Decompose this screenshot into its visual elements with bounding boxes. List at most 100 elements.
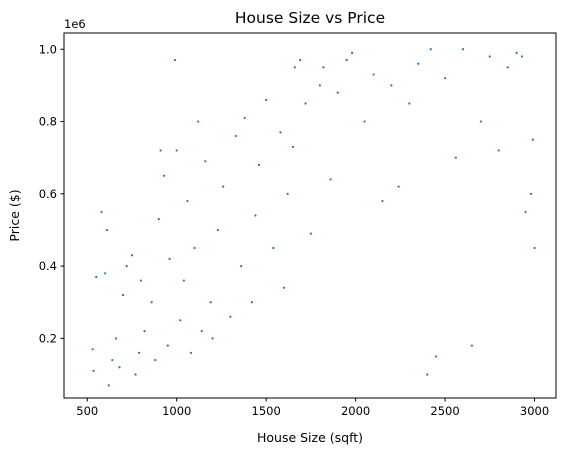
x-tick-label: 1000 xyxy=(162,404,191,418)
data-point xyxy=(524,210,527,213)
data-point xyxy=(240,264,243,268)
data-point xyxy=(254,214,257,217)
x-tick-label: 1500 xyxy=(252,404,281,418)
y-tick-label: 0.4 xyxy=(39,259,57,273)
data-point xyxy=(515,51,518,54)
data-point xyxy=(243,116,246,120)
data-point xyxy=(179,319,182,322)
data-point xyxy=(282,286,286,289)
data-point xyxy=(429,48,432,51)
data-point xyxy=(211,337,214,340)
chart-title: House Size vs Price xyxy=(235,9,385,27)
y-tick-label: 0.8 xyxy=(39,115,57,129)
data-point xyxy=(138,351,141,354)
data-point xyxy=(291,145,295,148)
y-tick-label: 0.2 xyxy=(39,331,57,345)
data-point xyxy=(234,134,237,138)
y-axis-label: Price ($) xyxy=(7,189,22,241)
data-point xyxy=(461,48,465,51)
data-point xyxy=(193,246,196,250)
data-point xyxy=(336,91,339,94)
data-point xyxy=(95,275,98,279)
data-point xyxy=(130,254,134,257)
data-point xyxy=(397,185,400,188)
data-point xyxy=(531,138,534,141)
data-point xyxy=(470,344,474,347)
data-point xyxy=(163,174,166,177)
data-point xyxy=(118,366,121,369)
data-point xyxy=(329,178,332,181)
data-point xyxy=(134,373,137,376)
data-point xyxy=(189,351,193,354)
plot-area-frame xyxy=(63,32,557,399)
data-point xyxy=(286,192,289,195)
data-point xyxy=(390,84,393,87)
data-point xyxy=(520,55,524,58)
data-point xyxy=(454,156,457,159)
data-point xyxy=(173,59,177,62)
data-point xyxy=(345,59,348,62)
data-point xyxy=(100,210,103,213)
data-point xyxy=(143,330,146,333)
data-point xyxy=(197,120,200,123)
data-point xyxy=(265,98,268,101)
data-point xyxy=(497,149,500,152)
x-axis-label: House Size (sqft) xyxy=(257,430,363,445)
data-point xyxy=(272,246,275,250)
data-point xyxy=(157,218,160,221)
data-point xyxy=(372,73,375,76)
x-tick-label: 500 xyxy=(76,404,98,418)
x-tick-label: 2000 xyxy=(341,404,370,418)
data-point xyxy=(166,344,169,347)
data-point xyxy=(121,293,125,297)
data-point xyxy=(175,149,178,152)
x-tick-label: 3000 xyxy=(520,404,549,418)
y-tick-label: 1.0 xyxy=(39,42,57,56)
data-point xyxy=(363,120,366,123)
data-point xyxy=(91,348,94,351)
data-point xyxy=(533,246,536,250)
x-axis-ticks: 500 1000 1500 2000 2500 3000 xyxy=(76,398,549,418)
data-points xyxy=(91,48,536,387)
data-point xyxy=(186,199,189,203)
data-point xyxy=(309,232,312,235)
y-offset-label: 1e6 xyxy=(64,17,86,31)
data-point xyxy=(216,228,219,232)
data-point xyxy=(182,279,185,282)
x-tick-label: 2500 xyxy=(430,404,459,418)
data-point xyxy=(114,337,117,340)
data-point xyxy=(529,192,533,195)
data-point xyxy=(257,163,261,167)
data-point xyxy=(322,66,325,69)
data-point xyxy=(408,102,411,105)
data-point xyxy=(139,279,143,282)
data-point xyxy=(204,160,207,163)
data-point xyxy=(125,264,128,268)
data-point xyxy=(154,358,157,362)
data-point xyxy=(92,369,95,372)
data-point xyxy=(426,373,429,376)
data-point xyxy=(299,59,302,62)
data-point xyxy=(111,358,114,362)
data-point xyxy=(304,102,307,105)
data-point xyxy=(159,149,162,152)
data-point xyxy=(435,355,438,358)
data-point xyxy=(506,66,509,69)
data-point xyxy=(168,257,171,260)
data-point xyxy=(107,384,110,387)
data-point xyxy=(105,228,109,232)
data-point xyxy=(104,272,107,275)
data-point xyxy=(479,120,482,123)
y-axis-ticks: 0.2 0.4 0.6 0.8 1.0 xyxy=(39,42,64,345)
data-point xyxy=(350,51,354,54)
data-point xyxy=(488,55,491,58)
data-point xyxy=(209,301,212,304)
data-point xyxy=(381,199,384,203)
data-point xyxy=(293,66,296,69)
data-point xyxy=(279,131,282,134)
y-tick-label: 0.6 xyxy=(39,187,57,201)
data-point xyxy=(443,77,447,80)
data-point xyxy=(150,301,153,304)
data-point xyxy=(222,185,225,188)
